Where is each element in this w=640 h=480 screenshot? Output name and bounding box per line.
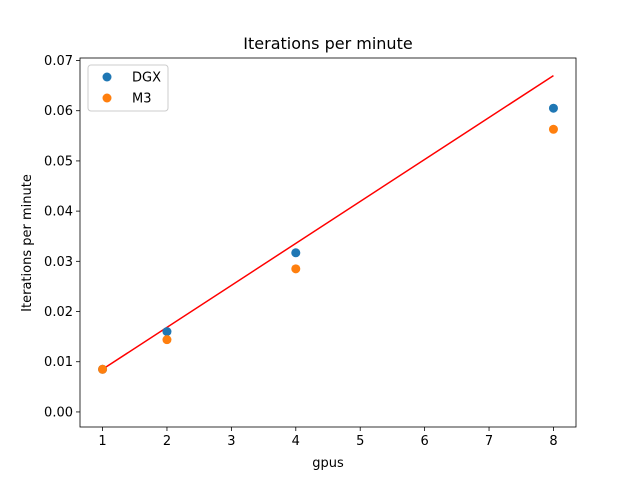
y-tick-label: 0.02	[44, 305, 73, 320]
data-point-m3	[548, 124, 558, 134]
chart-title: Iterations per minute	[243, 34, 412, 53]
x-tick-label: 6	[420, 434, 428, 449]
data-point-m3	[162, 335, 172, 345]
data-point-m3	[291, 264, 301, 274]
y-axis-label: Iterations per minute	[20, 174, 35, 312]
axes-frame	[79, 57, 577, 428]
data-point-dgx	[162, 327, 172, 337]
x-tick-label: 4	[292, 434, 300, 449]
y-tick-label: 0.01	[44, 355, 73, 370]
y-tick-label: 0.05	[44, 154, 73, 169]
data-point-m3	[98, 364, 108, 374]
legend-label-m3: M3	[132, 92, 152, 107]
y-tick-label: 0.00	[44, 405, 73, 420]
data-point-dgx	[548, 103, 558, 113]
x-tick-label: 5	[356, 434, 364, 449]
x-tick-label: 7	[485, 434, 493, 449]
fit-line	[102, 74, 554, 370]
x-tick-label: 3	[227, 434, 235, 449]
y-tick-label: 0.03	[44, 255, 73, 270]
y-tick-label: 0.04	[44, 205, 73, 220]
legend-marker-m3	[102, 93, 112, 103]
legend-label-dgx: DGX	[132, 71, 161, 86]
data-point-dgx	[291, 248, 301, 258]
x-tick-label: 2	[163, 434, 171, 449]
x-axis-label: gpus	[312, 456, 344, 471]
x-tick-label: 8	[549, 434, 557, 449]
legend: DGX M3	[87, 64, 169, 112]
y-tick-label: 0.07	[44, 54, 73, 69]
x-tick-label: 1	[98, 434, 106, 449]
legend-marker-dgx	[102, 72, 112, 82]
plot-area: 1 2 3 4 5 6 7 8 0.00 0.01 0.02 0.03 0.04 0.05 0.06 0.07	[44, 54, 577, 449]
y-tick-label: 0.06	[44, 104, 73, 119]
